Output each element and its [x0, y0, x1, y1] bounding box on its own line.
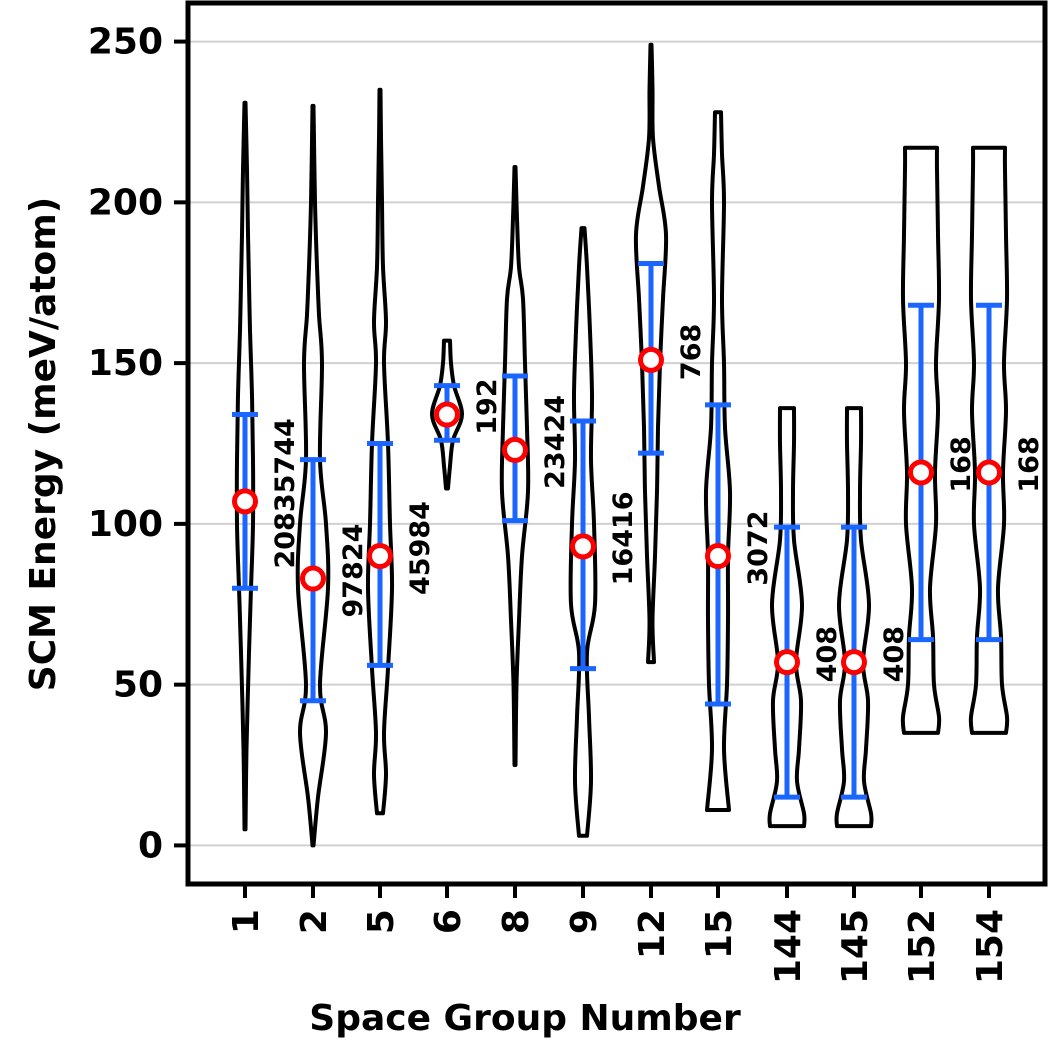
violin-152 [900, 145, 942, 735]
x-tick-label-8: 8 [496, 909, 537, 934]
count-label-154: 168 [1014, 436, 1045, 492]
y-axis-title: SCM Energy (meV/atom) [23, 197, 64, 691]
x-axis-ticks: 1 2 5 6 8 9 12 15 144 145 152 154 [226, 884, 1011, 984]
violin-12 [633, 42, 669, 665]
count-label-12: 768 [676, 324, 707, 380]
violins [234, 42, 1010, 848]
count-label-2: 97824 [338, 524, 369, 618]
mean-marker-152 [908, 459, 934, 486]
y-axis-ticks: 0 50 100 150 200 250 [88, 22, 188, 866]
mean-marker-145 [841, 649, 867, 676]
violin-145 [834, 406, 874, 829]
y-tick-label-200: 200 [88, 182, 163, 223]
mean-marker-12 [638, 346, 664, 373]
y-tick-label-250: 250 [88, 22, 163, 63]
mean-marker-154 [976, 459, 1002, 486]
violin-8 [499, 165, 531, 767]
count-label-15: 3072 [743, 510, 774, 585]
mean-marker-15 [705, 543, 731, 570]
y-tick-label-100: 100 [88, 504, 163, 545]
count-label-6: 192 [472, 378, 503, 434]
y-tick-label-150: 150 [88, 343, 163, 384]
mean-marker-2 [300, 565, 326, 592]
violin-9 [568, 226, 598, 838]
grid-lines [188, 40, 1045, 847]
violin-144 [767, 406, 807, 829]
violin-154 [968, 145, 1010, 735]
x-tick-label-15: 15 [699, 909, 740, 959]
count-label-1: 20835744 [270, 418, 301, 568]
x-axis-title: Space Group Number [309, 998, 741, 1039]
x-tick-label-5: 5 [361, 909, 402, 934]
violin-2 [295, 103, 331, 848]
mean-marker-6 [434, 401, 460, 428]
mean-marker-9 [570, 533, 596, 560]
x-tick-label-12: 12 [632, 909, 673, 959]
mean-marker-5 [367, 543, 393, 570]
count-label-144: 408 [812, 626, 843, 682]
violin-15 [703, 110, 733, 812]
x-tick-label-144: 144 [768, 909, 809, 984]
count-label-145: 408 [879, 626, 910, 682]
count-label-9: 16416 [608, 491, 639, 585]
mean-marker-144 [774, 649, 800, 676]
x-tick-label-9: 9 [564, 909, 605, 934]
count-labels: 20835744 97824 45984 192 23424 16416 768 3072 40… [270, 324, 1045, 683]
mean-marker-1 [232, 488, 258, 515]
y-tick-label-50: 50 [113, 665, 163, 706]
mean-markers [232, 346, 1002, 676]
x-tick-label-152: 152 [902, 909, 943, 984]
x-tick-label-2: 2 [294, 909, 335, 934]
plot-frame [185, 0, 1048, 887]
violin-1 [234, 100, 256, 832]
count-label-8: 23424 [540, 395, 571, 489]
count-label-5: 45984 [405, 501, 436, 595]
mean-marker-8 [502, 436, 528, 463]
count-label-152: 168 [946, 436, 977, 492]
x-tick-label-6: 6 [428, 909, 469, 934]
x-tick-label-154: 154 [970, 909, 1011, 984]
x-tick-label-1: 1 [226, 909, 267, 934]
violin-5 [365, 87, 395, 816]
y-tick-label-0: 0 [138, 825, 163, 866]
x-tick-label-145: 145 [835, 909, 876, 984]
